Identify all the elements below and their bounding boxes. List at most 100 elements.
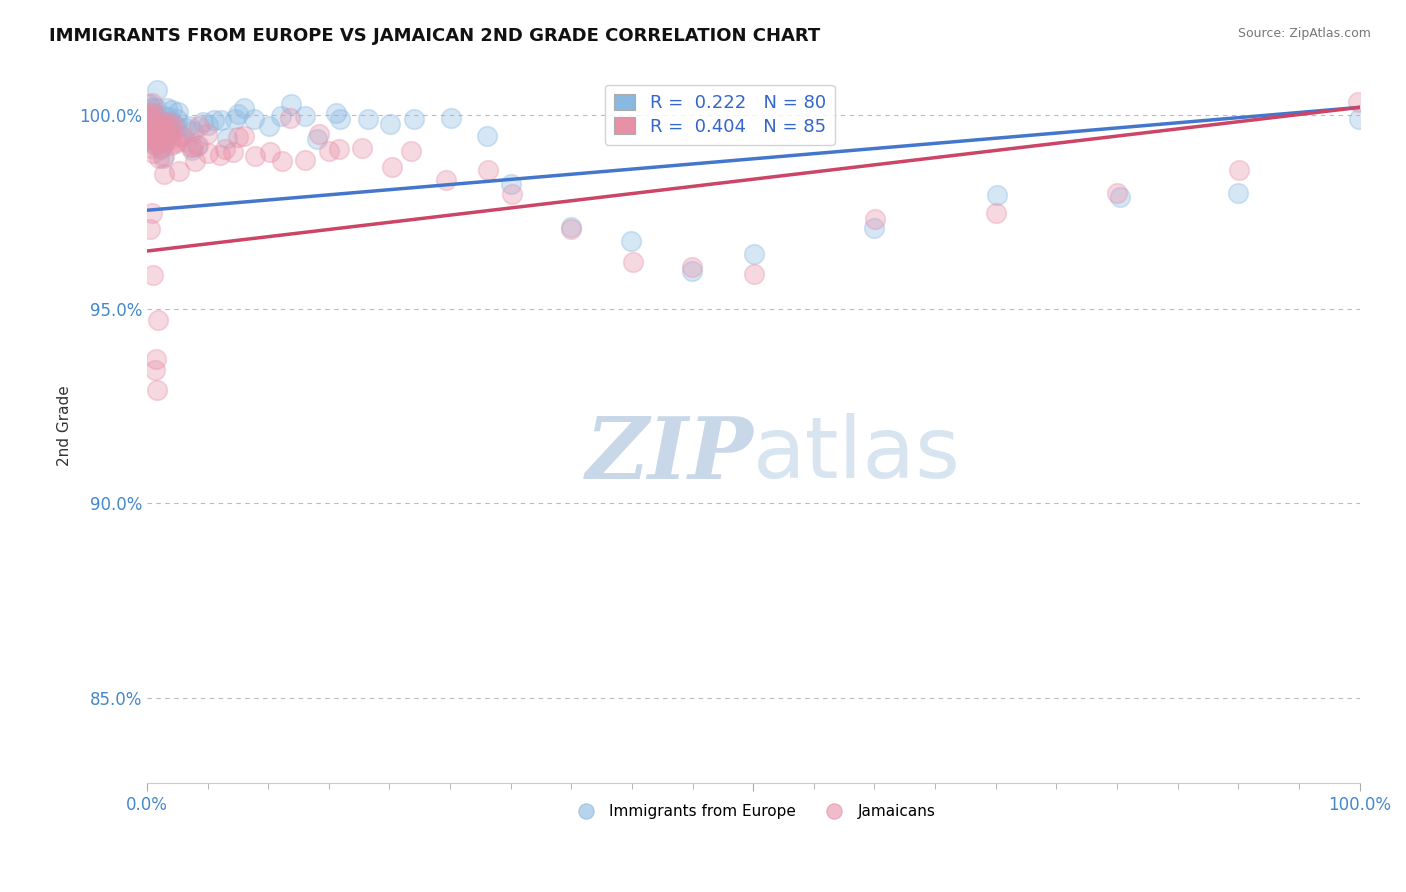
Point: [162, 103, 184, 117]
Point: [142, 120, 165, 134]
Point: [145, 112, 167, 126]
Point: [139, 222, 162, 236]
Point: [150, 122, 173, 136]
Point: [243, 112, 266, 126]
Point: [149, 141, 172, 155]
Point: [176, 121, 198, 136]
Point: [141, 206, 163, 220]
Point: [156, 101, 179, 115]
Point: [159, 132, 181, 146]
Point: [202, 112, 225, 127]
Point: [560, 222, 582, 236]
Point: [143, 107, 166, 121]
Point: [226, 129, 249, 144]
Point: [148, 122, 170, 136]
Point: [863, 220, 886, 235]
Point: [153, 109, 176, 123]
Point: [138, 133, 160, 147]
Point: [681, 264, 703, 278]
Point: [146, 83, 169, 97]
Point: [329, 112, 352, 126]
Point: [142, 100, 165, 114]
Point: [141, 102, 163, 116]
Point: [145, 120, 167, 134]
Point: [440, 111, 463, 125]
Point: [152, 149, 174, 163]
Point: [149, 121, 172, 136]
Point: [742, 267, 765, 281]
Y-axis label: 2nd Grade: 2nd Grade: [58, 385, 72, 467]
Point: [139, 133, 162, 147]
Point: [475, 128, 498, 143]
Point: [159, 120, 181, 135]
Point: [139, 111, 162, 125]
Point: [145, 101, 167, 115]
Point: [148, 151, 170, 165]
Point: [167, 163, 190, 178]
Point: [152, 135, 174, 149]
Point: [145, 113, 167, 128]
Point: [148, 115, 170, 129]
Text: IMMIGRANTS FROM EUROPE VS JAMAICAN 2ND GRADE CORRELATION CHART: IMMIGRANTS FROM EUROPE VS JAMAICAN 2ND G…: [49, 27, 821, 45]
Point: [157, 128, 180, 142]
Point: [278, 112, 301, 126]
Point: [148, 124, 170, 138]
Point: [150, 120, 173, 135]
Point: [197, 118, 219, 132]
Point: [984, 205, 1007, 219]
Point: [141, 96, 163, 111]
Point: [209, 113, 232, 128]
Point: [501, 187, 523, 202]
Point: [477, 162, 499, 177]
Point: [280, 96, 302, 111]
Point: [138, 129, 160, 144]
Point: [149, 130, 172, 145]
Point: [141, 129, 163, 144]
Point: [191, 114, 214, 128]
Point: [146, 383, 169, 397]
Point: [170, 128, 193, 143]
Point: [146, 313, 169, 327]
Point: [305, 132, 328, 146]
Point: [1347, 95, 1369, 109]
Point: [152, 151, 174, 165]
Point: [380, 117, 402, 131]
Point: [356, 112, 378, 126]
Point: [143, 137, 166, 152]
Text: Source: ZipAtlas.com: Source: ZipAtlas.com: [1237, 27, 1371, 40]
Point: [402, 112, 425, 126]
Point: [436, 173, 458, 187]
Point: [176, 136, 198, 150]
Point: [149, 129, 172, 144]
Point: [184, 154, 207, 169]
Point: [157, 125, 180, 139]
Point: [138, 112, 160, 127]
Point: [142, 146, 165, 161]
Point: [142, 268, 165, 282]
Point: [139, 141, 162, 155]
Point: [163, 118, 186, 132]
Point: [142, 128, 165, 143]
Point: [166, 112, 188, 127]
Point: [136, 116, 159, 130]
Point: [621, 255, 644, 269]
Point: [169, 128, 191, 143]
Point: [167, 105, 190, 120]
Point: [150, 116, 173, 130]
Point: [143, 136, 166, 151]
Point: [139, 131, 162, 145]
Point: [142, 110, 165, 124]
Point: [560, 220, 582, 235]
Point: [197, 146, 219, 161]
Point: [243, 149, 266, 163]
Point: [188, 120, 211, 134]
Point: [156, 126, 179, 140]
Point: [226, 107, 249, 121]
Point: [138, 128, 160, 142]
Point: [681, 260, 703, 275]
Point: [160, 137, 183, 152]
Point: [271, 153, 294, 168]
Point: [153, 135, 176, 149]
Point: [1108, 189, 1130, 203]
Point: [155, 132, 177, 146]
